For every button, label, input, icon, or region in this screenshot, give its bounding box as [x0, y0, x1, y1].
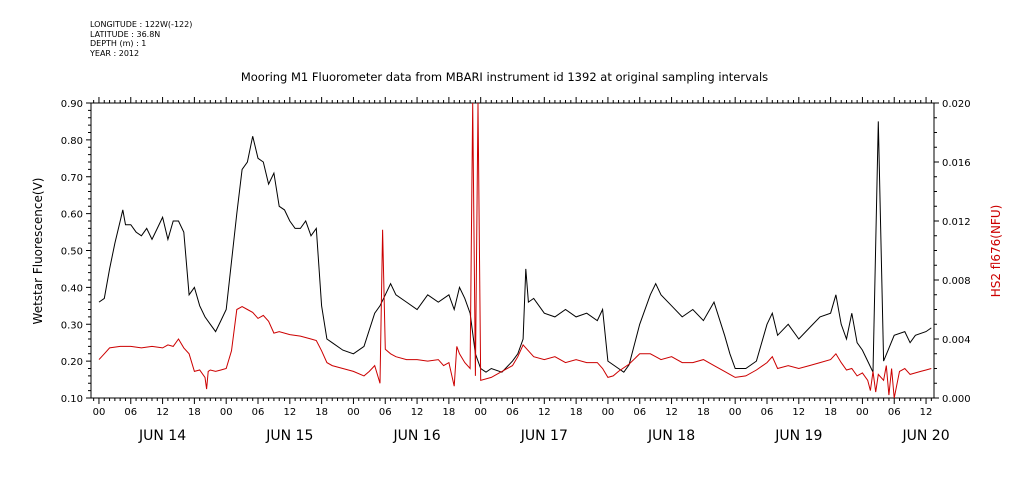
x-day-label: JUN 16: [393, 428, 441, 444]
x-hour-label: 18: [824, 407, 837, 418]
x-hour-label: 18: [697, 407, 710, 418]
x-hour-label: 00: [347, 407, 360, 418]
y-axis-left-label: Wetstar Fluorescence(V): [31, 178, 45, 325]
y-left-tick-label: 0.90: [61, 99, 83, 110]
series-group: [98, 102, 932, 399]
x-hour-label: 06: [761, 407, 774, 418]
tick-labels-group: 0.10 0.20 0.30 0.40 0.50 0.60 0.70 0.80 0.90 0.00…: [61, 99, 971, 444]
chart-title: Mooring M1 Fluorometer data from MBARI i…: [240, 70, 769, 84]
year-text: YEAR : 2012: [90, 48, 140, 58]
series-line-wetstar: [98, 121, 932, 373]
x-hour-label: 18: [570, 407, 583, 418]
x-hour-label: 12: [920, 407, 933, 418]
y-axis-right-label: HS2 fl676(NFU): [989, 205, 1003, 298]
x-hour-label: 12: [665, 407, 678, 418]
x-hour-label: 00: [729, 407, 742, 418]
y-left-tick-label: 0.30: [61, 320, 83, 331]
y-left-tick-label: 0.70: [61, 173, 83, 184]
y-left-tick-label: 0.20: [61, 357, 83, 368]
y-right-tick-label: 0.000: [942, 394, 971, 405]
x-hour-label: 12: [538, 407, 551, 418]
y-right-tick-label: 0.004: [942, 335, 971, 346]
x-hour-label: 12: [792, 407, 805, 418]
x-day-label: JUN 14: [138, 428, 186, 444]
y-left-tick-label: 0.80: [61, 136, 83, 147]
x-hour-label: 00: [220, 407, 233, 418]
ticks-group: [86, 97, 939, 404]
x-hour-label: 00: [93, 407, 106, 418]
x-hour-label: 00: [602, 407, 615, 418]
x-hour-label: 18: [443, 407, 456, 418]
x-hour-label: 00: [474, 407, 487, 418]
plot-frame: [90, 102, 935, 399]
x-hour-label: 06: [888, 407, 901, 418]
x-hour-label: 18: [315, 407, 328, 418]
y-left-tick-label: 0.40: [61, 283, 83, 294]
latitude-text: LATITUDE : 36.8N: [90, 29, 161, 39]
metadata-block: LONGITUDE : 122W(-122) LATITUDE : 36.8N …: [90, 20, 192, 58]
longitude-text: LONGITUDE : 122W(-122): [90, 20, 193, 29]
x-hour-label: 06: [633, 407, 646, 418]
x-hour-label: 12: [411, 407, 424, 418]
x-day-label: JUN 18: [647, 428, 695, 444]
y-left-tick-label: 0.60: [61, 210, 83, 221]
x-hour-label: 06: [379, 407, 392, 418]
axes-group: [90, 102, 935, 399]
y-left-tick-label: 0.10: [61, 394, 83, 405]
x-hour-label: 18: [188, 407, 201, 418]
y-right-tick-label: 0.016: [942, 158, 971, 169]
y-right-tick-label: 0.020: [942, 99, 971, 110]
x-hour-label: 00: [856, 407, 869, 418]
x-hour-label: 12: [283, 407, 296, 418]
x-hour-label: 06: [252, 407, 265, 418]
y-left-tick-label: 0.50: [61, 247, 83, 258]
x-day-label: JUN 19: [774, 428, 822, 444]
x-day-label: JUN 20: [901, 428, 949, 444]
x-hour-label: 06: [124, 407, 137, 418]
x-hour-label: 12: [156, 407, 169, 418]
depth-text: DEPTH (m) : 1: [90, 39, 147, 48]
y-right-tick-label: 0.008: [942, 276, 971, 287]
x-hour-label: 06: [506, 407, 519, 418]
x-day-label: JUN 15: [265, 428, 313, 444]
y-right-tick-label: 0.012: [942, 217, 971, 228]
series-line-hs2: [98, 102, 932, 399]
x-day-label: JUN 17: [520, 428, 568, 444]
